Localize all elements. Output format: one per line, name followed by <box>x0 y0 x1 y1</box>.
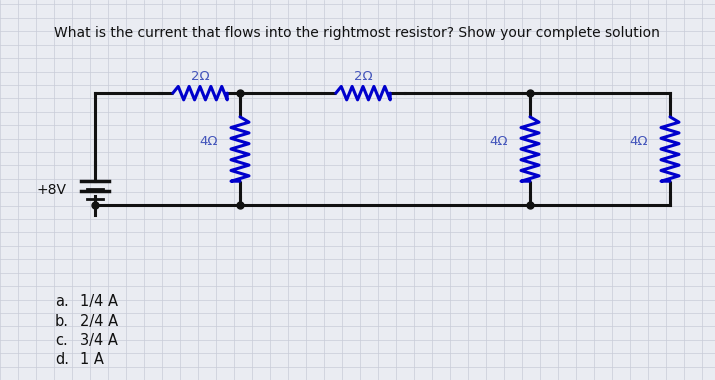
Text: 1 A: 1 A <box>80 352 104 367</box>
Text: What is the current that flows into the rightmost resistor? Show your complete s: What is the current that flows into the … <box>54 26 660 40</box>
Text: 2Ω: 2Ω <box>191 70 209 83</box>
Text: 4Ω: 4Ω <box>199 135 218 148</box>
Text: 4Ω: 4Ω <box>490 135 508 148</box>
Text: 1/4 A: 1/4 A <box>80 294 118 309</box>
Text: d.: d. <box>55 352 69 367</box>
Text: a.: a. <box>55 294 69 309</box>
Text: 4Ω: 4Ω <box>629 135 648 148</box>
Text: b.: b. <box>55 314 69 329</box>
Text: 3/4 A: 3/4 A <box>80 333 118 348</box>
Text: c.: c. <box>55 333 68 348</box>
Text: 2/4 A: 2/4 A <box>80 314 118 329</box>
Text: 2Ω: 2Ω <box>354 70 373 83</box>
Text: +8V: +8V <box>37 183 67 197</box>
